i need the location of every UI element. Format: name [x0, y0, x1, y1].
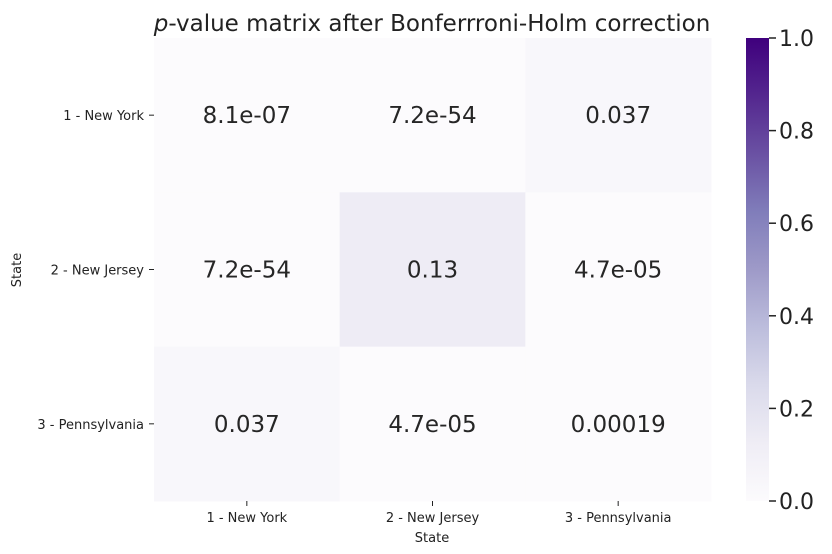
colorbar-tick-label: 0.0	[779, 490, 814, 515]
heatmap-cell	[525, 38, 712, 193]
cell-value-label: 0.037	[585, 103, 651, 129]
cell-value-label: 8.1e-07	[203, 103, 291, 129]
y-axis-label: State	[10, 253, 25, 287]
heatmap-cell	[339, 38, 526, 193]
cell-value-label: 0.00019	[571, 412, 666, 438]
heatmap-cells: 8.1e-07 7.2e-54 0.037 7.2e-54 0.13 4.7e-05 0.0…	[154, 38, 712, 502]
colorbar-tick-label: 0.2	[779, 397, 814, 422]
colorbar-tick-label: 0.6	[779, 212, 814, 237]
x-tick-label: 2 - New Jersey	[386, 511, 480, 526]
x-axis-ticks: 1 - New York 2 - New Jersey 3 - Pennsylvan…	[206, 501, 671, 526]
heatmap-cell	[154, 346, 341, 502]
cell-value-label: 4.7e-05	[574, 258, 662, 284]
colorbar-tick-label: 1.0	[779, 27, 814, 52]
heatmap-cell	[339, 346, 526, 502]
colorbar-ticks: 0.0 0.2 0.4 0.6 0.8 1.0	[769, 27, 814, 515]
y-tick-label: 1 - New York	[63, 109, 144, 124]
x-axis-label: State	[415, 531, 449, 546]
heatmap-cell	[154, 38, 341, 193]
heatmap-cell	[525, 192, 712, 348]
chart-title: p-value matrix after Bonferrroni-Holm co…	[153, 11, 711, 37]
cell-value-label: 7.2e-54	[203, 258, 291, 284]
cell-value-label: 7.2e-54	[388, 103, 476, 129]
x-tick-label: 3 - Pennsylvania	[565, 511, 672, 526]
y-tick-label: 3 - Pennsylvania	[37, 418, 144, 433]
heatmap-cell	[339, 192, 526, 348]
cell-value-label: 0.037	[214, 412, 280, 438]
colorbar-tick-label: 0.4	[779, 305, 814, 330]
cell-value-label: 4.7e-05	[388, 412, 476, 438]
x-tick-label: 1 - New York	[206, 511, 287, 526]
y-tick-label: 2 - New Jersey	[51, 264, 145, 279]
cell-value-label: 0.13	[407, 258, 458, 284]
heatmap-cell	[154, 192, 341, 348]
y-axis-ticks: 1 - New York 2 - New Jersey 3 - Pennsylvan…	[37, 109, 154, 433]
colorbar-tick-label: 0.8	[779, 120, 814, 145]
heatmap-cell	[525, 346, 712, 502]
colorbar	[746, 38, 769, 501]
